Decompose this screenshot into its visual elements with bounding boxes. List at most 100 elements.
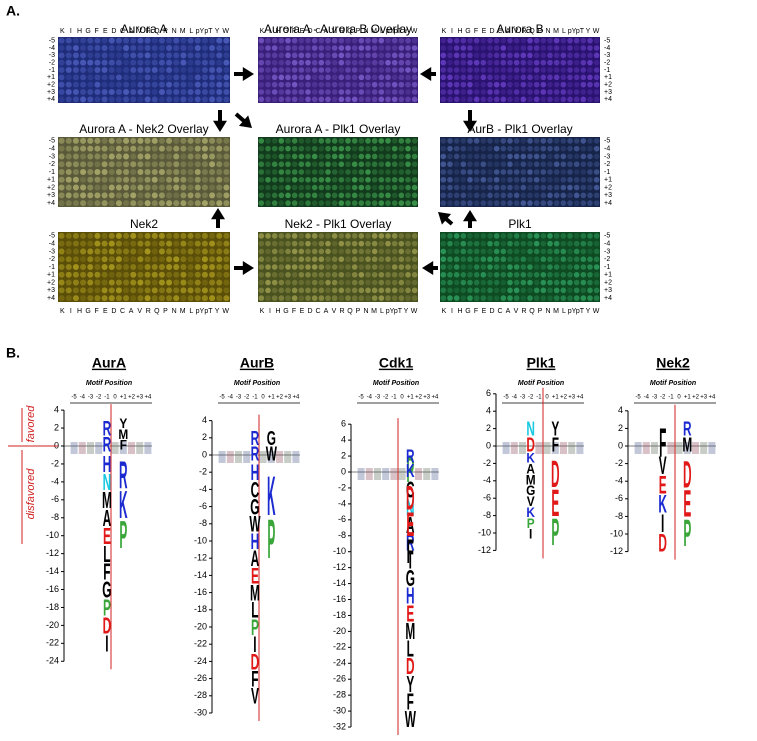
spot [365,256,371,263]
spot [345,59,351,66]
spot [187,271,194,278]
spot [298,169,305,175]
spot [305,192,311,199]
row-label: +4 [47,96,55,103]
spot [487,96,493,103]
spot [58,176,65,183]
spot [265,52,271,59]
spot [378,161,385,168]
spot [405,138,411,144]
spot [447,81,453,88]
logo-letter-group: E [659,472,667,500]
spot [94,66,101,74]
spot [351,248,358,255]
logo-letter-group: P [103,594,111,620]
spot [187,279,194,286]
spot [587,161,593,168]
spot [58,295,65,302]
spot [338,169,345,175]
spot [500,45,507,51]
spot [460,96,467,103]
spot [405,89,411,95]
logo-letter: M [405,618,415,644]
row-label: -1 [604,169,610,176]
logo-letter: M [526,471,536,487]
spot [271,233,278,239]
spot [593,240,600,247]
logo-letter: I [253,632,256,657]
spot [130,96,137,103]
spot [285,96,291,103]
spot [72,176,79,183]
spot [398,81,405,88]
spot [378,271,385,278]
small-stack [284,451,292,463]
spot [180,295,187,302]
spot [115,200,122,207]
spot [180,137,187,144]
spot [311,37,318,44]
spot [560,67,567,73]
spot [540,248,547,255]
spot [258,153,265,160]
spot [378,256,385,263]
spot [480,248,487,255]
spot [123,52,130,59]
spot [223,184,230,191]
spot [305,240,311,247]
logo-letter: W [266,443,277,465]
spot [587,256,593,263]
spot [405,59,411,66]
spot [507,138,513,144]
spot [453,233,460,239]
spot [593,67,600,73]
spot [108,81,115,88]
spot [345,153,351,160]
spot [223,81,230,88]
spot [487,74,493,81]
logo-letter-group: D [251,649,260,674]
spot [405,233,411,239]
position-label: -4 [80,395,86,401]
position-label: +1 [684,395,692,401]
spot [101,184,108,191]
spot [371,200,378,206]
spot [453,74,460,81]
spot [187,145,194,152]
spot [151,74,158,81]
row-label: +3 [604,287,612,294]
spot [87,145,94,152]
logo-letter: I [529,526,532,542]
spot [547,169,553,175]
column-label: H [77,28,82,35]
small-stack [70,442,78,454]
small-stack [128,442,135,454]
spot [480,233,487,239]
spot [473,81,480,88]
spot [298,161,305,168]
spot [351,59,358,66]
spot [94,52,101,59]
spot [194,263,201,271]
spot [527,240,533,247]
spot [473,74,480,81]
spot [493,81,500,88]
logo-letter: V [251,684,259,709]
spot [338,248,345,255]
spot [447,295,453,301]
logo-letter-group: R [103,417,112,440]
spot [298,279,305,286]
spot [520,271,527,278]
spot [123,271,130,278]
spot [108,37,115,44]
spot [158,81,165,88]
spot [460,52,467,59]
spot [311,264,318,270]
logo-letter-group: L [251,598,258,623]
logo-letter: G [267,428,276,450]
spot [398,192,405,199]
spot [520,89,527,95]
spot [358,271,365,278]
y-tick-label: -26 [194,673,207,683]
spot [447,96,453,103]
